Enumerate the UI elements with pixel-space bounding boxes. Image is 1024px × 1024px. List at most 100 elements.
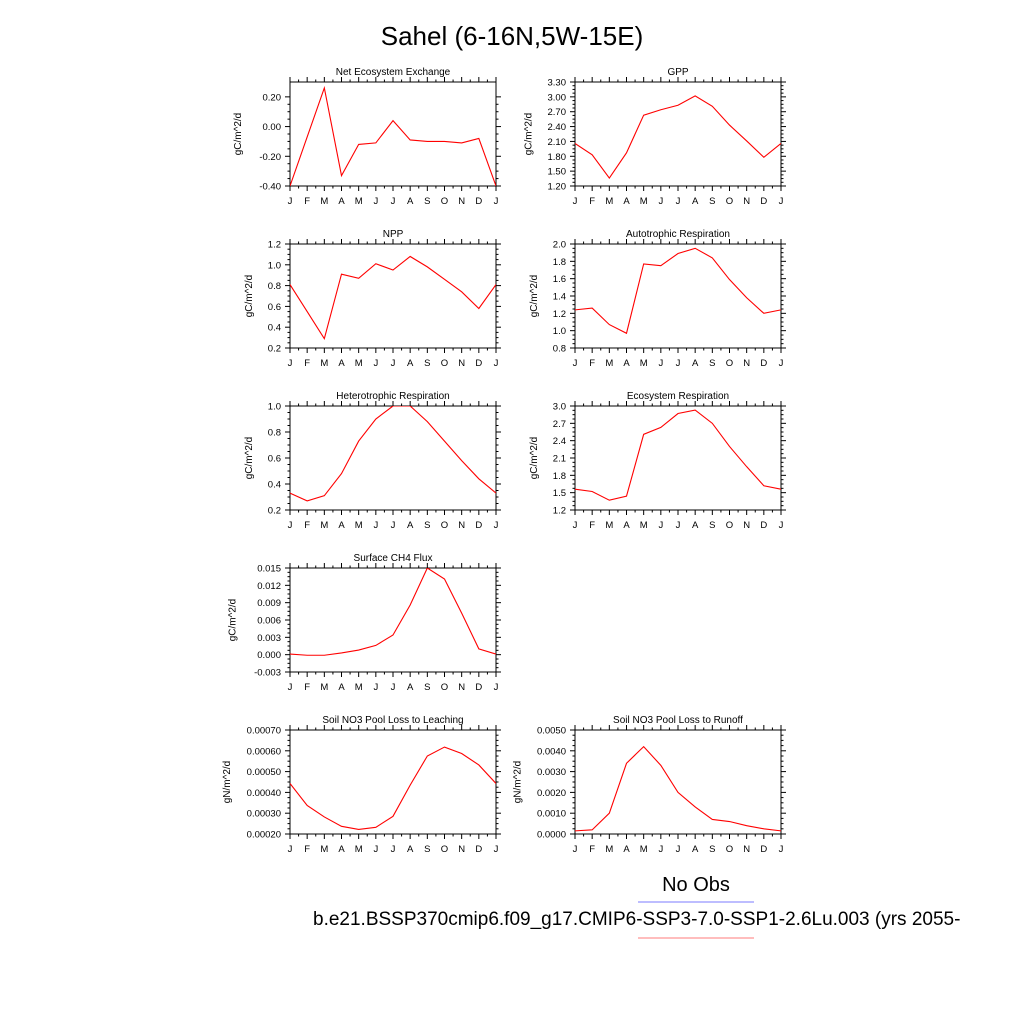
y-tick-label: 0.4	[268, 323, 281, 334]
x-tick-label: A	[623, 844, 630, 855]
x-tick-label: D	[475, 682, 482, 693]
x-tick-label: F	[589, 844, 595, 855]
y-tick-label: 1.4	[553, 292, 566, 303]
y-tick-label: 0.00050	[247, 767, 281, 778]
y-tick-label: 2.10	[548, 137, 567, 148]
x-tick-label: M	[605, 358, 613, 369]
x-tick-label: O	[441, 358, 448, 369]
x-tick-label: S	[424, 358, 430, 369]
x-tick-label: M	[320, 844, 328, 855]
x-tick-label: M	[605, 520, 613, 531]
y-tick-label: 0.6	[268, 454, 281, 465]
y-tick-label: 1.0	[553, 326, 566, 337]
x-tick-label: M	[355, 358, 363, 369]
y-axis-label: gC/m^2/d	[233, 113, 244, 156]
x-tick-label: N	[458, 682, 465, 693]
x-tick-label: S	[709, 844, 715, 855]
y-tick-label: 0.00070	[247, 726, 281, 737]
y-tick-label: 0.009	[257, 598, 281, 609]
y-axis-label: gC/m^2/d	[529, 275, 540, 318]
y-tick-label: 0.6	[268, 302, 281, 313]
y-tick-label: 1.2	[553, 309, 566, 320]
y-tick-label: 0.0020	[537, 788, 566, 799]
x-tick-label: S	[424, 196, 430, 207]
x-tick-label: J	[373, 520, 378, 531]
x-tick-label: M	[320, 196, 328, 207]
x-tick-label: J	[373, 844, 378, 855]
x-tick-label: J	[494, 196, 499, 207]
y-tick-label: -0.40	[259, 182, 281, 193]
plot-frame	[574, 405, 782, 511]
x-tick-label: F	[304, 682, 310, 693]
y-tick-label: 3.00	[548, 92, 567, 103]
y-tick-label: 2.40	[548, 122, 567, 133]
x-tick-label: A	[407, 520, 414, 531]
y-tick-label: 3.0	[553, 402, 566, 413]
x-tick-label: F	[304, 358, 310, 369]
y-tick-label: 1.50	[548, 167, 567, 178]
y-tick-label: 1.6	[553, 274, 566, 285]
x-tick-label: D	[760, 844, 767, 855]
plot-frame	[574, 81, 782, 187]
x-tick-label: J	[658, 520, 663, 531]
x-tick-label: M	[355, 844, 363, 855]
y-tick-label: 0.00020	[247, 830, 281, 841]
series-line	[290, 255, 496, 340]
x-tick-label: J	[658, 844, 663, 855]
x-tick-label: O	[441, 844, 448, 855]
x-tick-label: O	[726, 520, 733, 531]
x-tick-label: M	[355, 682, 363, 693]
x-tick-label: A	[692, 520, 699, 531]
x-tick-label: J	[391, 520, 396, 531]
y-tick-label: 0.2	[268, 344, 281, 355]
y-tick-label: 0.8	[553, 344, 566, 355]
legend: No Obs b.e21.BSSP370cmip6.f09_g17.CMIP6-…	[313, 874, 960, 939]
x-tick-label: J	[494, 844, 499, 855]
x-tick-label: S	[424, 520, 430, 531]
y-tick-label: 0.000	[257, 650, 281, 661]
x-tick-label: S	[424, 682, 430, 693]
x-tick-label: N	[458, 844, 465, 855]
x-tick-label: M	[355, 196, 363, 207]
y-tick-label: 0.003	[257, 633, 281, 644]
x-tick-label: N	[743, 196, 750, 207]
x-tick-label: J	[288, 358, 293, 369]
x-tick-label: J	[779, 196, 784, 207]
plot-frame	[289, 405, 497, 511]
panel-title: Soil NO3 Pool Loss to Leaching	[322, 715, 463, 726]
x-tick-label: A	[338, 358, 345, 369]
x-tick-label: F	[304, 196, 310, 207]
y-axis-label: gC/m^2/d	[523, 113, 534, 156]
series-line	[290, 568, 496, 656]
x-tick-label: A	[692, 844, 699, 855]
y-tick-label: 0.8	[268, 281, 281, 292]
x-tick-label: A	[692, 196, 699, 207]
x-tick-label: J	[288, 520, 293, 531]
x-tick-label: D	[475, 844, 482, 855]
y-tick-label: 2.0	[553, 240, 566, 251]
x-tick-label: O	[726, 844, 733, 855]
x-tick-label: J	[779, 358, 784, 369]
x-tick-label: M	[320, 682, 328, 693]
x-tick-label: J	[779, 844, 784, 855]
x-tick-label: J	[288, 844, 293, 855]
x-tick-label: J	[494, 682, 499, 693]
x-tick-label: J	[288, 682, 293, 693]
x-tick-label: J	[676, 358, 681, 369]
x-tick-label: D	[475, 196, 482, 207]
legend-obs-label: No Obs	[662, 874, 730, 896]
x-tick-label: J	[288, 196, 293, 207]
x-tick-label: J	[494, 358, 499, 369]
panel-title: Net Ecosystem Exchange	[336, 67, 451, 78]
x-tick-label: J	[373, 682, 378, 693]
y-tick-label: 0.00030	[247, 809, 281, 820]
x-tick-label: D	[475, 520, 482, 531]
x-tick-label: F	[589, 358, 595, 369]
x-tick-label: A	[338, 196, 345, 207]
